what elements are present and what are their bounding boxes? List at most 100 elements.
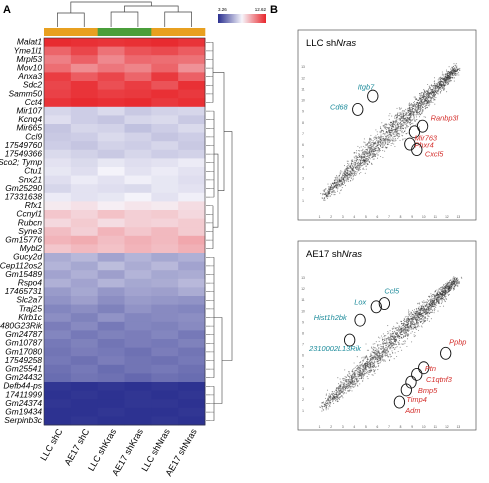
data-point <box>382 340 384 343</box>
data-point <box>437 90 439 92</box>
heatmap-cell <box>151 201 179 211</box>
data-point <box>344 389 346 392</box>
data-point <box>411 317 413 319</box>
data-point <box>405 320 407 322</box>
data-point <box>428 102 431 104</box>
data-point <box>365 162 367 164</box>
data-point <box>456 74 458 76</box>
data-point <box>343 179 345 181</box>
heatmap-cell <box>178 175 206 185</box>
data-point <box>389 140 391 142</box>
data-point <box>362 359 364 361</box>
data-point <box>388 130 390 132</box>
data-point <box>419 98 421 100</box>
data-point <box>418 112 420 114</box>
data-point <box>410 114 413 116</box>
data-point <box>330 402 332 404</box>
data-point <box>453 70 455 72</box>
data-point <box>364 150 366 152</box>
data-point <box>330 183 332 185</box>
heatmap-cell <box>124 192 152 202</box>
data-point <box>396 118 398 120</box>
data-point <box>413 96 415 98</box>
heatmap-cell <box>124 55 152 65</box>
data-point <box>329 394 331 396</box>
data-point <box>394 139 396 141</box>
data-point <box>370 359 372 361</box>
data-point <box>377 146 380 149</box>
data-point <box>370 362 372 364</box>
data-point <box>347 170 349 172</box>
heatmap-cell <box>151 296 179 305</box>
data-point <box>350 375 352 377</box>
data-point <box>380 351 382 353</box>
heatmap-cell <box>70 399 99 409</box>
data-point <box>405 120 407 122</box>
data-point <box>436 83 438 86</box>
data-point <box>421 305 423 307</box>
heatmap-cell <box>44 407 72 417</box>
gene-label: Anxa3 <box>17 71 42 81</box>
data-point <box>384 128 387 130</box>
data-point <box>417 99 419 101</box>
heatmap-cell <box>97 253 125 262</box>
data-point <box>357 371 360 373</box>
data-point <box>397 124 399 126</box>
heatmap-cell <box>97 132 125 142</box>
heatmap-cell <box>97 382 125 391</box>
data-point <box>426 308 429 310</box>
data-point <box>412 115 415 117</box>
data-point <box>389 354 391 356</box>
data-point <box>337 377 339 379</box>
data-point <box>381 129 383 131</box>
data-point <box>377 336 380 338</box>
data-point <box>349 172 351 174</box>
data-point <box>430 84 432 86</box>
data-point <box>394 145 396 148</box>
data-point <box>407 326 409 328</box>
gene-label: Defb44-ps <box>3 381 42 391</box>
data-point <box>453 63 455 65</box>
data-point <box>443 286 445 288</box>
data-point <box>357 156 359 158</box>
data-point <box>355 172 357 175</box>
column-dendrogram <box>57 1 192 27</box>
data-point <box>353 166 355 168</box>
data-point <box>432 96 434 98</box>
data-point <box>384 141 386 143</box>
data-point <box>395 129 397 131</box>
data-point <box>429 96 431 98</box>
data-point <box>396 130 399 132</box>
data-point <box>370 138 372 140</box>
data-point <box>426 102 428 104</box>
data-point <box>368 358 370 360</box>
column-group-bar <box>44 28 206 36</box>
data-point <box>429 103 431 105</box>
data-point <box>365 356 367 358</box>
data-point <box>369 145 371 147</box>
data-point <box>401 114 403 116</box>
data-point <box>326 402 328 405</box>
data-point <box>388 332 390 334</box>
data-point <box>396 124 398 126</box>
data-point <box>339 378 341 380</box>
data-point <box>450 279 452 281</box>
data-point <box>353 377 355 379</box>
data-point <box>438 85 440 87</box>
data-point <box>454 68 456 70</box>
data-point <box>390 342 392 344</box>
data-point <box>350 180 352 182</box>
data-point <box>432 87 434 89</box>
dendro-branch <box>57 12 85 27</box>
data-point <box>364 356 366 358</box>
data-point <box>346 385 349 387</box>
data-point <box>391 347 393 349</box>
data-point <box>415 98 418 101</box>
row-dendrogram <box>206 42 233 421</box>
data-point <box>377 140 380 142</box>
data-point <box>452 66 454 68</box>
data-point <box>401 111 403 113</box>
data-point <box>443 79 445 81</box>
data-point <box>407 122 409 124</box>
plot-frame <box>297 240 477 431</box>
